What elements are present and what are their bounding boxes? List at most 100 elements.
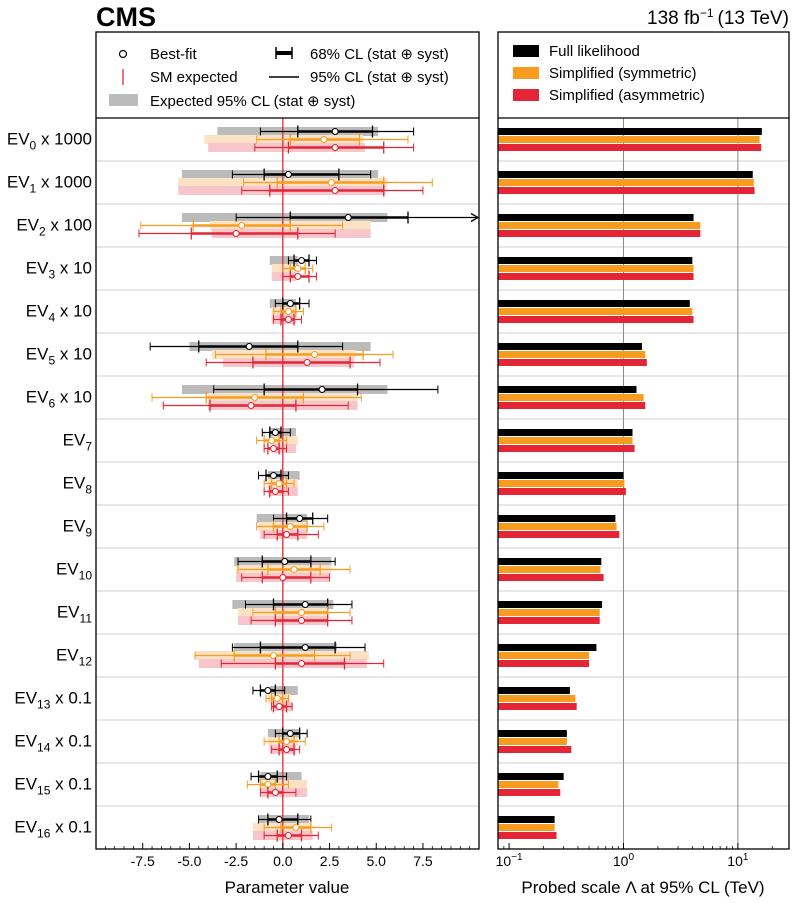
row-label-suffix: x 10 — [55, 345, 92, 364]
bestfit-marker — [284, 831, 292, 840]
right-x-axis-label: Probed scale Λ at 95% CL (TeV) — [521, 878, 764, 897]
row-label-base: EV — [56, 560, 79, 579]
legend-cl68-label: 68% CL (stat ⊕ syst) — [310, 46, 449, 63]
legend-bestfit-label: Best-fit — [150, 46, 198, 63]
overflow-arrow — [470, 212, 480, 223]
row-label: EV14 x 0.1 — [14, 732, 92, 755]
bestfit-marker — [292, 823, 300, 832]
row-label-suffix: x 10 — [55, 259, 92, 278]
log-axis-ticks: 10−1 100 101 — [496, 843, 773, 869]
bar — [498, 703, 577, 710]
x-tick-label: -2.5 — [224, 853, 248, 869]
bestfit-marker — [238, 221, 246, 230]
legend-sym-swatch — [513, 67, 539, 79]
legend-asym-label: Simplified (asymmetric) — [549, 87, 705, 104]
bestfit-marker — [268, 436, 276, 445]
bar — [498, 574, 604, 581]
row-label: EV15 x 0.1 — [14, 775, 92, 798]
x-axis-ticks: -7.5 -5.0 -2.5 0.0 2.5 5.0 7.5 — [104, 843, 471, 869]
log-tick-label: 101 — [727, 852, 749, 869]
bar — [498, 531, 620, 538]
row-label-base: EV — [14, 775, 37, 794]
row-label-base: EV — [16, 216, 39, 235]
row-label-base: EV — [56, 646, 79, 665]
bar — [498, 515, 616, 522]
bestfit-marker — [290, 565, 298, 574]
log-tick-base: 10 — [613, 853, 629, 869]
row-label-subscript: 1 — [30, 182, 37, 196]
row-label-subscript: 11 — [80, 612, 93, 626]
bar — [498, 566, 601, 573]
row-label: EV7 — [63, 431, 93, 454]
row-label-base: EV — [7, 173, 30, 192]
row-label-base: EV — [63, 431, 86, 450]
row-label: EV1 x 1000 — [7, 173, 92, 196]
bestfit-marker — [301, 600, 309, 609]
log-tick-label: 100 — [613, 852, 635, 869]
row-label: EV10 — [56, 560, 92, 583]
row-label-subscript: 16 — [37, 827, 51, 841]
bar — [498, 816, 555, 823]
row-label: EV8 — [63, 474, 93, 497]
bar — [498, 171, 753, 178]
row-label: EV5 x 10 — [26, 345, 92, 368]
bestfit-marker — [232, 229, 240, 238]
log-tick-label: 10−1 — [496, 852, 523, 869]
bar — [498, 773, 564, 780]
bar — [498, 386, 637, 393]
bestfit-marker — [294, 272, 302, 281]
log-tick-exponent: −1 — [511, 852, 523, 863]
bar — [498, 472, 624, 479]
lumi-label: 138 fb−1 (13 TeV) — [647, 6, 789, 29]
bestfit-marker — [264, 686, 272, 695]
row-label-base: EV — [7, 130, 30, 149]
bestfit-marker — [269, 651, 278, 660]
row-label-base: EV — [63, 474, 86, 493]
bars — [498, 128, 762, 839]
bar — [498, 480, 625, 487]
row-label-base: EV — [26, 302, 49, 321]
row-label-suffix: x 10 — [55, 302, 92, 321]
bar — [498, 359, 647, 366]
row-label-subscript: 14 — [37, 741, 51, 755]
row-label-subscript: 5 — [48, 354, 55, 368]
row-label: EV9 — [63, 517, 93, 540]
bestfit-marker — [284, 315, 292, 324]
row-label-subscript: 7 — [85, 440, 92, 454]
bestfit-marker — [275, 815, 283, 824]
row-label-subscript: 12 — [79, 655, 93, 669]
bar — [498, 738, 567, 745]
bestfit-marker — [297, 616, 306, 625]
bar — [498, 343, 642, 350]
row-label-base: EV — [14, 732, 37, 751]
bar — [498, 445, 635, 452]
bar — [498, 730, 567, 737]
row-label: EV13 x 0.1 — [14, 689, 92, 712]
bestfit-marker — [264, 772, 272, 781]
row-label-subscript: 3 — [48, 268, 55, 282]
row-label-subscript: 2 — [39, 225, 46, 239]
bestfit-marker — [320, 135, 328, 144]
bar — [498, 652, 590, 659]
row-label-base: EV — [26, 259, 49, 278]
bestfit-marker — [331, 143, 339, 152]
bestfit-marker — [269, 444, 278, 453]
row-label-base: EV — [63, 517, 86, 536]
bar — [498, 660, 590, 667]
bestfit-marker — [286, 299, 294, 308]
bestfit-marker — [284, 307, 292, 316]
row-separators — [96, 160, 479, 807]
row-label-base: EV — [14, 689, 37, 708]
bestfit-marker — [284, 170, 292, 179]
row-label-suffix: x 100 — [46, 216, 92, 235]
bestfit-marker — [251, 393, 259, 402]
x-tick-label: 0.0 — [273, 853, 293, 869]
bar — [498, 644, 597, 651]
right-frame — [497, 31, 790, 850]
legend-full-label: Full likelihood — [549, 43, 640, 60]
row-label: EV11 — [57, 603, 92, 626]
row-label-subscript: 8 — [85, 483, 92, 497]
bar — [498, 265, 694, 272]
